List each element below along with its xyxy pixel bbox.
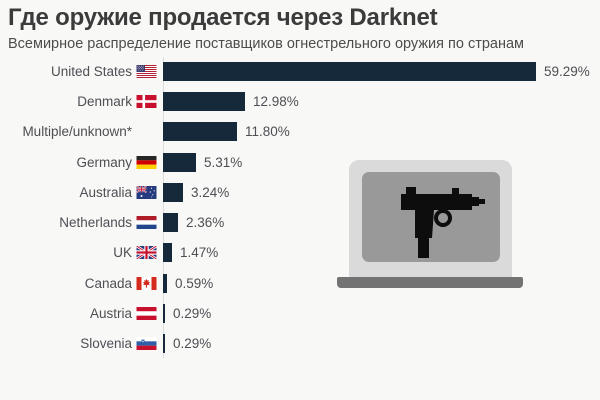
country-label: Australia (79, 184, 132, 200)
country-label: Denmark (77, 93, 132, 109)
page-subtitle: Всемирное распределение поставщиков огне… (8, 35, 525, 52)
bar (163, 334, 165, 354)
flag-box (132, 246, 163, 260)
bar-chart: United States 59.29% Denmark 12.98% Multiple… (0, 56, 600, 360)
value-label: 0.29% (173, 306, 212, 322)
country-label: United States (50, 63, 132, 79)
country-label: Netherlands (59, 215, 132, 231)
bar (163, 122, 237, 142)
netherlands-flag-icon (136, 216, 157, 230)
australia-flag-icon (136, 185, 157, 199)
flag-box (132, 216, 163, 230)
chart-header: Где оружие продается через Darknet Всеми… (8, 4, 592, 52)
bar-row: Slovenia 0.29% (0, 329, 600, 359)
bar-row: Denmark 12.98% (0, 86, 600, 116)
flag-box (132, 155, 163, 169)
value-label: 1.47% (180, 245, 219, 261)
value-label: 12.98% (253, 93, 299, 109)
austria-flag-icon (136, 307, 157, 321)
flag-box (132, 185, 163, 199)
value-label: 5.31% (204, 154, 243, 170)
bar-row: Austria 0.29% (0, 298, 600, 328)
bar-rows: United States 59.29% Denmark 12.98% Multiple… (0, 56, 600, 359)
bar-row: Australia 3.24% (0, 177, 600, 207)
page-title: Где оружие продается через Darknet (8, 4, 438, 31)
bar-row: UK 1.47% (0, 238, 600, 268)
united-states-flag-icon (136, 64, 157, 78)
country-label: Germany (76, 154, 132, 170)
value-label: 0.29% (173, 336, 212, 352)
canada-flag-icon (136, 276, 157, 290)
bar (163, 304, 165, 324)
country-label: Multiple/unknown* (22, 124, 132, 140)
country-label: Canada (84, 275, 132, 291)
country-label: Austria (89, 306, 132, 322)
bar (163, 273, 167, 293)
bar-row: Netherlands 2.36% (0, 207, 600, 237)
germany-flag-icon (136, 155, 157, 169)
bar-row: United States 59.29% (0, 56, 600, 86)
value-label: 0.59% (175, 275, 214, 291)
bar (163, 152, 196, 172)
flag-box (132, 94, 163, 108)
value-label: 59.29% (544, 63, 590, 79)
bar (163, 182, 183, 202)
country-label: Slovenia (80, 336, 132, 352)
bar-row: Germany 5.31% (0, 147, 600, 177)
flag-box (132, 64, 163, 78)
bar (163, 91, 245, 111)
value-label: 11.80% (245, 124, 290, 140)
bar (163, 243, 172, 263)
bar (163, 61, 536, 81)
united-kingdom-flag-icon (136, 246, 157, 260)
flag-box (132, 307, 163, 321)
country-label: UK (113, 245, 132, 261)
flag-box (132, 276, 163, 290)
denmark-flag-icon (136, 94, 157, 108)
axis-baseline (163, 57, 164, 358)
slovenia-flag-icon (136, 337, 157, 351)
bar-row: Multiple/unknown* 11.80% (0, 117, 600, 147)
bar (163, 213, 178, 233)
value-label: 2.36% (186, 215, 225, 231)
bar-row: Canada 0.59% (0, 268, 600, 298)
flag-box (132, 337, 163, 351)
value-label: 3.24% (191, 184, 230, 200)
